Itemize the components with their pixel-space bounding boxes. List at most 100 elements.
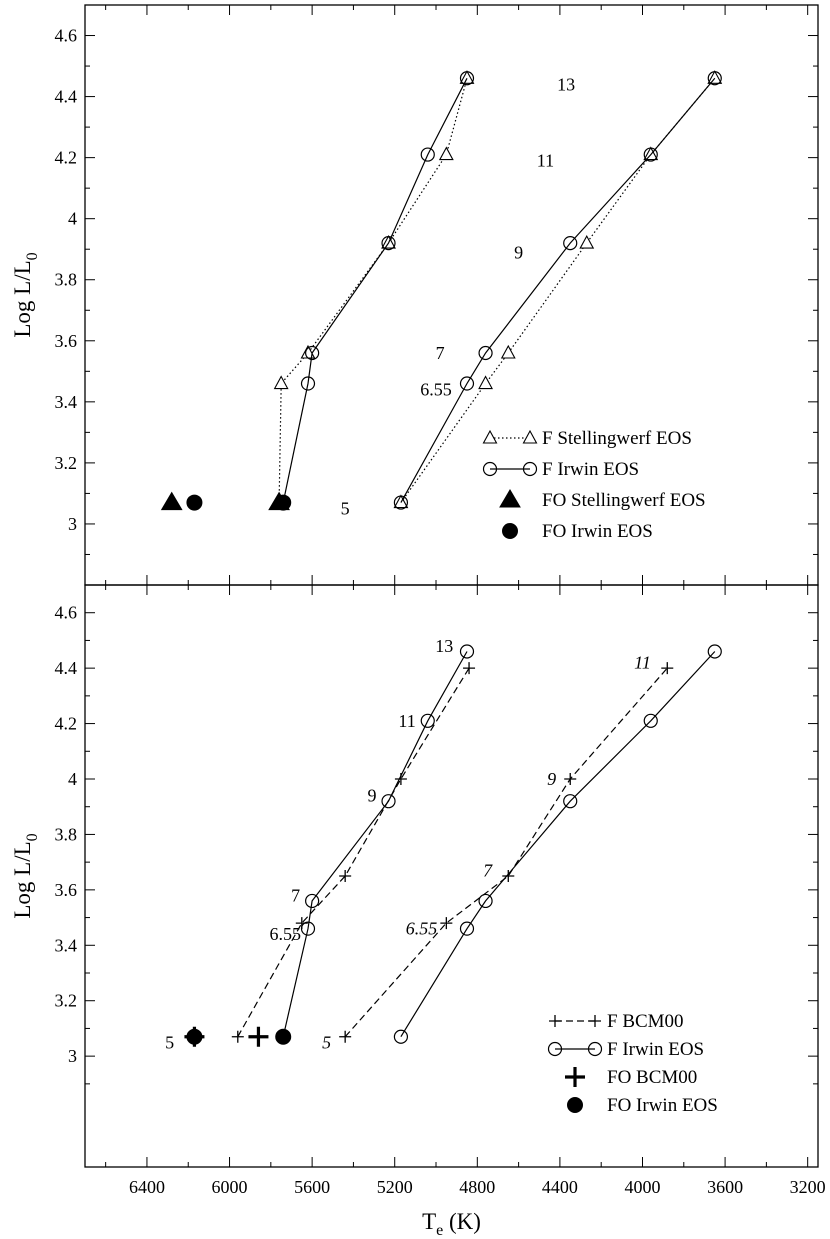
mass-label: 6.55 bbox=[406, 919, 438, 939]
legend-label: FO BCM00 bbox=[607, 1067, 697, 1088]
data-point-open-circle bbox=[563, 236, 578, 251]
data-point-filled-circle bbox=[186, 1028, 203, 1045]
series-line bbox=[278, 78, 468, 503]
series-f-bcm00 bbox=[231, 662, 476, 1043]
y-tick-label: 3.2 bbox=[55, 453, 78, 473]
y-tick-label: 3 bbox=[68, 1046, 77, 1066]
data-point-open-triangle bbox=[273, 375, 289, 390]
legend-label: FO Stellingwerf EOS bbox=[542, 490, 706, 511]
data-point-plus bbox=[231, 1030, 244, 1043]
legend-marker bbox=[589, 1015, 601, 1027]
legend-entry: FO Irwin EOS bbox=[567, 1095, 718, 1116]
x-tick-label: 4000 bbox=[624, 1177, 660, 1197]
data-point-filled-circle bbox=[186, 494, 203, 511]
y-axis-label: Log L/L0 bbox=[10, 833, 41, 918]
y-tick-label: 3.6 bbox=[55, 880, 78, 900]
legend-entry: FO Stellingwerf EOS bbox=[499, 489, 706, 511]
legend-marker bbox=[499, 489, 521, 508]
series-f-bcm00 bbox=[339, 662, 674, 1043]
data-point-plus bbox=[440, 917, 453, 930]
legend-entry: F BCM00 bbox=[549, 1011, 684, 1032]
x-tick-label: 6000 bbox=[212, 1177, 248, 1197]
data-point-open-circle bbox=[393, 1029, 409, 1044]
y-tick-label: 3.8 bbox=[55, 270, 78, 290]
y-axis-label: Log L/L0 bbox=[10, 252, 41, 337]
data-point-open-circle bbox=[643, 147, 658, 162]
data-point-open-triangle bbox=[438, 146, 454, 161]
data-point-open-circle bbox=[459, 376, 475, 391]
legend-marker bbox=[522, 461, 538, 477]
data-point-open-triangle bbox=[579, 234, 595, 249]
data-point-open-circle bbox=[643, 713, 658, 728]
plot-frame-bottom bbox=[84, 584, 819, 1168]
legend-label: F Irwin EOS bbox=[542, 459, 639, 480]
y-tick-label: 4.6 bbox=[55, 26, 78, 46]
data-point-open-circle bbox=[459, 921, 475, 936]
mass-label: 6.55 bbox=[420, 380, 452, 400]
mass-label: 7 bbox=[436, 343, 445, 363]
y-tick-label: 4 bbox=[68, 209, 77, 229]
legend-entry: FO BCM00 bbox=[565, 1067, 697, 1088]
series-fo-irwin-eos bbox=[186, 1028, 292, 1045]
y-tick-label: 3.6 bbox=[55, 331, 78, 351]
series-f-irwin-eos bbox=[393, 644, 722, 1044]
legend-marker bbox=[547, 1041, 563, 1057]
data-point-plus bbox=[502, 870, 515, 882]
y-tick-label: 3.8 bbox=[55, 824, 78, 844]
y-tick-label: 3 bbox=[68, 514, 77, 534]
data-point-open-triangle bbox=[707, 70, 723, 84]
x-tick-label: 4800 bbox=[459, 1177, 495, 1197]
data-point-open-circle bbox=[420, 147, 435, 162]
legend-label: FO Irwin EOS bbox=[542, 521, 653, 542]
series-f-irwin-eos bbox=[276, 644, 475, 1044]
data-point-open-triangle bbox=[478, 375, 493, 390]
data-point-open-circle bbox=[393, 495, 409, 510]
data-point-plus bbox=[339, 870, 352, 882]
x-tick-label: 5600 bbox=[294, 1177, 330, 1197]
x-tick-label: 5200 bbox=[377, 1177, 413, 1197]
mass-label: 13 bbox=[557, 74, 575, 94]
data-point-open-triangle bbox=[500, 344, 516, 359]
y-tick-label: 3.4 bbox=[55, 935, 78, 955]
series-line bbox=[282, 651, 468, 1037]
series-f-irwin-eos bbox=[276, 71, 475, 510]
data-point-open-circle bbox=[563, 794, 578, 809]
data-point-filled-circle bbox=[275, 1028, 292, 1045]
series-f-irwin-eos bbox=[393, 71, 722, 510]
y-tick-label: 4.2 bbox=[55, 714, 78, 734]
mass-label: 11 bbox=[634, 653, 651, 673]
plot-data bbox=[160, 70, 723, 1047]
y-tick-label: 3.4 bbox=[55, 392, 78, 412]
series-line bbox=[400, 651, 716, 1038]
x-tick-label: 4400 bbox=[542, 1177, 578, 1197]
x-axis-label: Te (K) bbox=[422, 1209, 481, 1239]
data-point-plus bbox=[564, 773, 577, 785]
legend-marker bbox=[587, 1041, 603, 1057]
y-tick-label: 4.6 bbox=[55, 603, 78, 623]
data-point-open-circle bbox=[381, 236, 396, 251]
series-f-stellingwerf-eos bbox=[271, 70, 475, 509]
y-tick-label: 4 bbox=[68, 769, 77, 789]
mass-label: 9 bbox=[514, 242, 523, 262]
legend-marker bbox=[502, 523, 518, 539]
legend-entry: F Irwin EOS bbox=[482, 459, 639, 480]
data-point-plus bbox=[661, 662, 674, 675]
mass-label: 9 bbox=[547, 769, 556, 789]
y-tick-label: 3.2 bbox=[55, 991, 78, 1011]
data-point-open-triangle bbox=[459, 70, 475, 84]
legend-label: FO Irwin EOS bbox=[607, 1095, 718, 1116]
y-tick-label: 4.2 bbox=[55, 148, 78, 168]
legend-entry: FO Irwin EOS bbox=[502, 521, 653, 542]
legend-marker bbox=[522, 429, 538, 444]
legend-marker bbox=[482, 461, 498, 477]
series-fo-stellingwerf-eos bbox=[160, 491, 290, 511]
x-tick-label: 3600 bbox=[707, 1177, 743, 1197]
data-point-plus bbox=[339, 1030, 352, 1043]
data-point-open-circle bbox=[707, 71, 722, 86]
mass-label: 11 bbox=[537, 151, 554, 171]
data-point-open-circle bbox=[420, 713, 435, 728]
x-tick-label: 6400 bbox=[129, 1177, 165, 1197]
mass-label: 5 bbox=[165, 1032, 174, 1052]
legend-label: F BCM00 bbox=[607, 1011, 684, 1032]
